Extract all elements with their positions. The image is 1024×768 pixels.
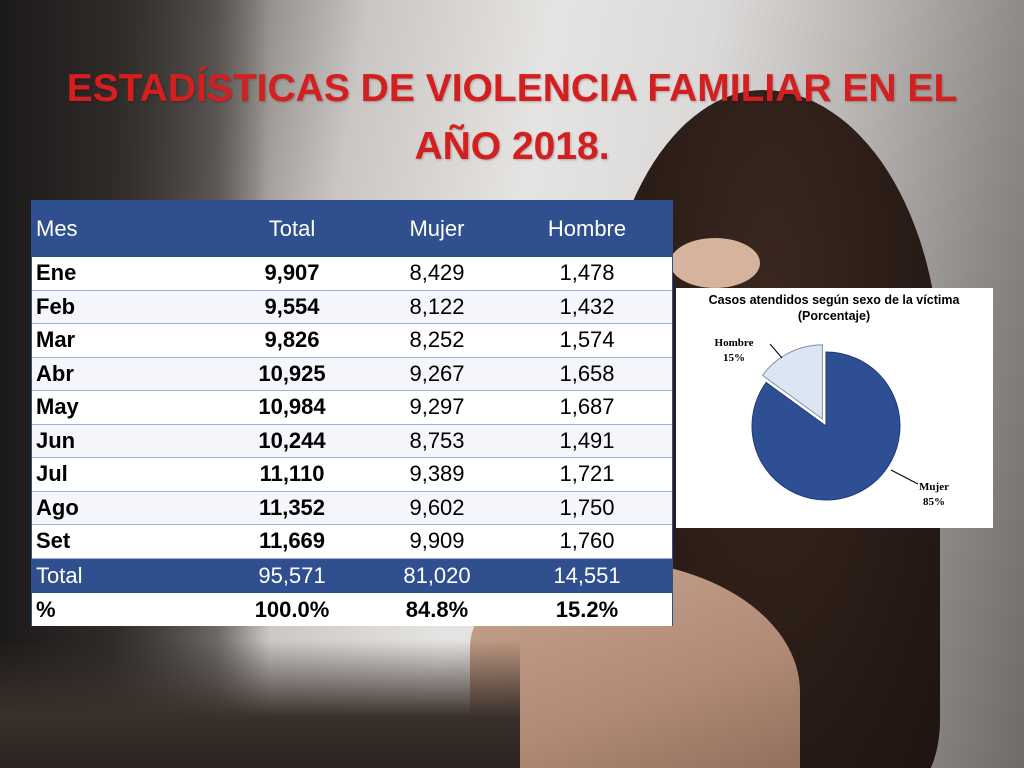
cell-total: 9,826 — [264, 327, 320, 353]
pie-label-mujer-value: 85% — [923, 496, 945, 508]
pie-chart: Casos atendidos según sexo de la víctima… — [709, 293, 961, 508]
cell-hombre: 1,658 — [559, 360, 615, 386]
cell-total: 11,669 — [258, 528, 326, 554]
cell-mujer: 9,602 — [409, 494, 465, 520]
cell-total: 9,907 — [264, 260, 320, 286]
statistics-table: Mes Total Mujer Hombre Ene 9,907 8,429 1… — [31, 200, 673, 626]
cell-mujer: 84.8% — [405, 596, 469, 622]
cell-mes: Feb — [36, 293, 76, 319]
table-row: Jul 11,110 9,389 1,721 — [32, 458, 672, 492]
cell-mes: Ene — [36, 260, 77, 286]
column-header-mes: Mes — [36, 216, 78, 241]
cell-mes: Total — [36, 563, 83, 588]
cell-mujer: 9,389 — [409, 461, 465, 487]
pie-label-mujer-name: Mujer — [919, 481, 949, 493]
table-total-row: Total 95,571 81,020 14,551 — [32, 559, 672, 593]
cell-mujer: 8,753 — [409, 427, 465, 453]
cell-total: 9,554 — [264, 293, 320, 319]
cell-mes: May — [36, 394, 79, 420]
cell-mujer: 9,909 — [409, 528, 465, 554]
cell-hombre: 1,687 — [559, 394, 615, 420]
background-bottom-shade — [0, 640, 520, 768]
cell-hombre: 1,760 — [559, 528, 615, 554]
cell-mujer: 8,122 — [409, 293, 465, 319]
pie-chart-panel: Casos atendidos según sexo de la víctima… — [676, 288, 993, 528]
table-row: Set 11,669 9,909 1,760 — [32, 525, 672, 559]
cell-hombre: 1,491 — [559, 427, 615, 453]
pie-subtitle: (Porcentaje) — [798, 309, 870, 323]
cell-hombre: 1,721 — [559, 461, 615, 487]
cell-mes: % — [36, 596, 56, 622]
cell-mes: Abr — [36, 360, 74, 386]
cell-hombre: 15.2% — [555, 596, 619, 622]
column-header-mujer: Mujer — [409, 216, 465, 241]
background-hand — [670, 238, 760, 288]
table-percent-row: % 100.0% 84.8% 15.2% — [32, 593, 672, 626]
hombre-leader-line — [769, 343, 783, 359]
cell-total: 11,110 — [259, 461, 325, 487]
pie-label-hombre-name: Hombre — [715, 337, 754, 349]
table-row: Feb 9,554 8,122 1,432 — [32, 290, 672, 324]
cell-mes: Jun — [36, 427, 76, 453]
cell-hombre: 1,750 — [559, 494, 615, 520]
cell-total: 10,984 — [258, 394, 326, 420]
slide-title: ESTADÍSTICAS DE VIOLENCIA FAMILIAR EN EL… — [66, 67, 958, 168]
column-header-hombre: Hombre — [547, 216, 627, 241]
table-header-row: Mes Total Mujer Hombre — [32, 201, 672, 257]
cell-hombre: 1,478 — [559, 260, 615, 286]
table-row: Mar 9,826 8,252 1,574 — [32, 324, 672, 358]
cell-total: 11,352 — [258, 494, 326, 520]
cell-mujer: 8,252 — [409, 327, 465, 353]
pie-slice-hombre — [761, 344, 823, 420]
cell-mujer: 8,429 — [409, 260, 465, 286]
cell-mes: Ago — [36, 494, 79, 520]
cell-mujer: 9,267 — [409, 360, 465, 386]
table-row: Abr 10,925 9,267 1,658 — [32, 357, 672, 391]
pie-slice-mujer — [751, 351, 901, 501]
column-header-total: Total — [268, 216, 316, 241]
table-row: Jun 10,244 8,753 1,491 — [32, 424, 672, 458]
cell-hombre: 1,432 — [559, 293, 615, 319]
table-row: Ago 11,352 9,602 1,750 — [32, 491, 672, 525]
cell-hombre: 1,574 — [559, 327, 615, 353]
pie-label-hombre-value: 15% — [723, 352, 745, 364]
table-row: May 10,984 9,297 1,687 — [32, 391, 672, 425]
cell-mes: Mar — [36, 327, 76, 353]
cell-total: 95,571 — [258, 563, 326, 588]
mujer-leader-line — [890, 469, 919, 485]
cell-mujer: 81,020 — [403, 563, 471, 588]
table-row: Ene 9,907 8,429 1,478 — [32, 257, 672, 291]
pie-title: Casos atendidos según sexo de la víctima — [709, 293, 961, 307]
cell-mujer: 9,297 — [409, 394, 465, 420]
cell-total: 10,244 — [258, 427, 326, 453]
cell-mes: Set — [36, 528, 71, 554]
cell-hombre: 14,551 — [553, 563, 621, 588]
cell-total: 100.0% — [254, 596, 330, 622]
cell-total: 10,925 — [258, 360, 326, 386]
cell-mes: Jul — [36, 461, 68, 487]
